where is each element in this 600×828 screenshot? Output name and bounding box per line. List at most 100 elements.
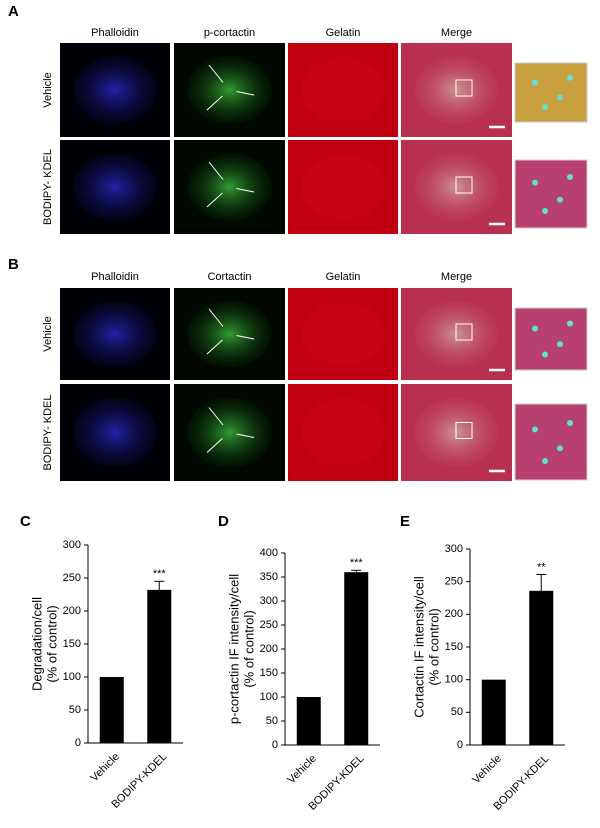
y-tick-label: 400 xyxy=(260,547,278,559)
inset-box xyxy=(455,422,473,439)
y-tick-label: 200 xyxy=(63,605,81,617)
spot xyxy=(542,458,548,464)
inset-box xyxy=(455,176,473,194)
column-header: Phalloidin xyxy=(91,271,139,283)
panel-label: B xyxy=(8,256,19,273)
spot xyxy=(567,174,573,180)
cell xyxy=(73,397,157,468)
x-tick-label: Vehicle xyxy=(470,753,504,787)
arrow xyxy=(208,407,224,426)
cell xyxy=(187,397,272,468)
column-header: Phalloidin xyxy=(91,27,139,39)
arrow xyxy=(208,161,224,180)
column-header: Merge xyxy=(441,27,472,39)
significance: *** xyxy=(153,568,167,580)
arrow xyxy=(206,95,223,111)
column-header: p-cortactin xyxy=(204,27,255,39)
cell xyxy=(301,397,385,468)
arrow xyxy=(208,308,224,327)
panel-label: E xyxy=(400,513,410,530)
spot xyxy=(567,320,573,327)
y-tick-label: 50 xyxy=(266,715,278,727)
arrow xyxy=(208,64,224,83)
column-header: Gelatin xyxy=(326,27,361,39)
bar xyxy=(147,589,172,743)
y-tick-label: 300 xyxy=(445,543,463,555)
cell xyxy=(73,300,157,368)
cell xyxy=(187,56,272,124)
x-tick-label: Vehicle xyxy=(88,751,122,785)
y-tick-label: 350 xyxy=(260,571,278,583)
spot xyxy=(557,341,563,348)
cell xyxy=(301,300,385,368)
y-tick-label: 300 xyxy=(63,539,81,551)
column-header: Merge xyxy=(441,271,472,283)
y-axis-label: p-cortactin IF intensity/cell xyxy=(226,574,241,724)
arrow xyxy=(206,339,223,355)
bar xyxy=(296,697,321,745)
y-tick-label: 300 xyxy=(260,595,278,607)
y-axis-label: (% of control) xyxy=(426,608,441,685)
bar xyxy=(344,572,369,745)
row-label: BODIPY- KDEL xyxy=(42,149,54,225)
zoom-inset xyxy=(514,62,588,123)
y-tick-label: 250 xyxy=(260,619,278,631)
row-label: BODIPY- KDEL xyxy=(42,394,54,470)
y-axis-label: (% of control) xyxy=(44,605,59,682)
cell xyxy=(73,153,157,221)
significance: ** xyxy=(537,561,546,573)
y-axis-label: Cortactin IF intensity/cell xyxy=(411,576,426,718)
bar xyxy=(99,677,124,743)
y-tick-label: 100 xyxy=(445,674,463,686)
spot xyxy=(557,445,563,452)
panel-label: C xyxy=(20,513,31,530)
spot xyxy=(557,94,563,101)
inset-box xyxy=(455,79,473,97)
arrow xyxy=(206,192,223,208)
arrow xyxy=(236,335,255,340)
zoom-inset xyxy=(514,159,588,229)
y-tick-label: 50 xyxy=(69,704,81,716)
panel-label: A xyxy=(8,3,19,20)
bar xyxy=(529,590,554,745)
cell xyxy=(301,153,385,221)
spot xyxy=(532,79,538,86)
y-tick-label: 100 xyxy=(63,671,81,683)
cell xyxy=(301,56,385,124)
spot xyxy=(567,74,573,81)
zoom-inset xyxy=(514,403,588,481)
spot xyxy=(542,104,548,111)
spot xyxy=(532,325,538,332)
spot xyxy=(532,426,538,433)
cell xyxy=(187,300,272,368)
y-tick-label: 0 xyxy=(75,737,81,749)
column-header: Gelatin xyxy=(326,271,361,283)
spot xyxy=(532,179,538,186)
y-tick-label: 250 xyxy=(445,576,463,588)
micrograph xyxy=(288,140,398,234)
row-label: Vehicle xyxy=(42,72,54,107)
arrow xyxy=(236,91,255,96)
spot xyxy=(542,351,548,358)
y-tick-label: 150 xyxy=(445,641,463,653)
y-tick-label: 200 xyxy=(445,608,463,620)
spot xyxy=(567,420,573,426)
y-tick-label: 100 xyxy=(260,691,278,703)
x-tick-label: Vehicle xyxy=(285,753,319,787)
y-axis-label: (% of control) xyxy=(241,610,256,687)
spot xyxy=(557,196,563,203)
panel-label: D xyxy=(218,513,229,530)
inset-box xyxy=(455,323,473,341)
arrow xyxy=(206,438,223,453)
cell xyxy=(73,56,157,124)
y-axis-label: Degradation/cell xyxy=(29,597,44,691)
micrograph xyxy=(288,384,398,481)
bar xyxy=(481,679,506,745)
y-tick-label: 0 xyxy=(457,739,463,751)
y-tick-label: 250 xyxy=(63,572,81,584)
y-tick-label: 200 xyxy=(260,643,278,655)
cell xyxy=(187,153,272,221)
y-tick-label: 150 xyxy=(260,667,278,679)
